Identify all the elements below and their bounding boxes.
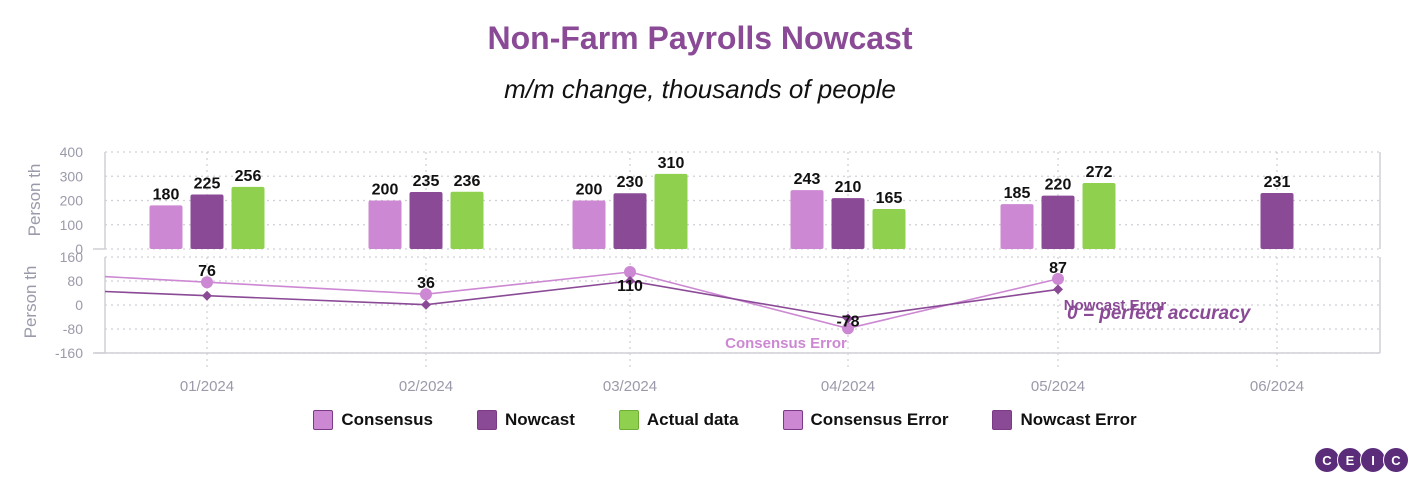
top-y-axis-title: Person th: [25, 164, 44, 237]
legend-label: Actual data: [646, 410, 739, 429]
nowcast-error-point: [1053, 284, 1063, 295]
x-tick-label: 02/2024: [399, 378, 453, 395]
legend-label: Nowcast Error: [1020, 410, 1137, 429]
bottom-y-tick-label: 80: [67, 273, 83, 289]
legend: Consensus Nowcast Actual data Consensus Err…: [0, 410, 1423, 430]
bottom-y-tick-label: 0: [75, 297, 83, 313]
bottom-y-tick-label: 160: [60, 249, 84, 265]
nowcast-error-point: [843, 313, 853, 324]
zero-accuracy-note: 0 = perfect accuracy: [1067, 303, 1252, 324]
bar-actual-data: [231, 186, 265, 249]
legend-swatch: [782, 410, 803, 430]
bar-value-label: 231: [1264, 174, 1291, 191]
legend-label: Consensus Error: [810, 410, 949, 429]
legend-label: Consensus: [341, 410, 433, 429]
consensus-error-point: [420, 288, 432, 301]
top-y-tick-label: 0: [75, 241, 83, 257]
line-consensus-error: [104, 271, 1059, 330]
logo-letter: I: [1360, 447, 1386, 473]
x-tick-label: 05/2024: [1031, 378, 1085, 395]
bar-value-label: 225: [194, 175, 221, 192]
bar-value-label: 220: [1045, 177, 1072, 194]
logo-letter: C: [1383, 447, 1409, 473]
bar-nowcast: [1041, 195, 1075, 249]
error-value-label: 36: [417, 275, 435, 292]
bottom-y-axis-title: Person th: [21, 266, 40, 339]
consensus-error-point: [842, 322, 854, 335]
bar-nowcast: [1260, 192, 1294, 249]
legend-item[interactable]: Nowcast Error: [992, 410, 1137, 430]
top-y-tick-label: 200: [60, 193, 84, 209]
top-y-tick-label: 300: [60, 168, 84, 184]
bar-nowcast: [190, 194, 224, 249]
bar-consensus: [1000, 204, 1034, 249]
chart-subtitle: m/m change, thousands of people: [504, 74, 896, 104]
bar-value-label: 180: [153, 186, 180, 203]
bar-consensus: [368, 200, 402, 249]
bar-value-label: 310: [658, 155, 685, 172]
legend-item[interactable]: Consensus: [313, 410, 433, 430]
legend-swatch: [618, 410, 639, 430]
x-tick-label: 04/2024: [821, 378, 875, 395]
bar-value-label: 235: [413, 173, 440, 190]
chart-area: 0 100 200 300 400 -160 -80 0 80 160 Person th Perso…: [21, 144, 1381, 395]
bar-nowcast: [409, 192, 443, 249]
bar-nowcast: [613, 193, 647, 249]
bar-value-label: 200: [576, 182, 603, 199]
bar-value-label: 165: [876, 190, 903, 207]
bar-value-label: 210: [835, 179, 862, 196]
legend-item[interactable]: Nowcast: [476, 410, 575, 430]
legend-item[interactable]: Consensus Error: [782, 410, 949, 430]
consensus-error-point: [201, 276, 213, 289]
top-y-tick-label: 100: [60, 217, 84, 233]
consensus-error-point: [624, 266, 636, 278]
bar-value-label: 236: [454, 173, 481, 190]
top-y-tick-label: 400: [60, 144, 84, 160]
legend-label: Nowcast: [504, 410, 575, 429]
bar-consensus: [790, 190, 824, 249]
bar-consensus: [149, 205, 183, 249]
bar-consensus: [572, 200, 606, 249]
bar-value-label: 243: [794, 171, 821, 188]
chart-title: Non-Farm Payrolls Nowcast: [487, 20, 913, 56]
bar-actual-data: [450, 191, 484, 249]
bar-value-label: 272: [1086, 164, 1113, 181]
consensus-error-point: [1052, 272, 1064, 285]
bar-nowcast: [831, 198, 865, 249]
error-value-label: 76: [198, 263, 216, 280]
nowcast-error-annotation: Nowcast Error: [1064, 297, 1167, 314]
bar-actual-data: [872, 208, 906, 249]
bottom-y-tick-label: -80: [63, 321, 83, 337]
nowcast-error-point: [421, 299, 431, 310]
bottom-y-tick-label: -160: [55, 345, 83, 361]
legend-swatch: [313, 410, 334, 430]
consensus-error-annotation: Consensus Error: [725, 335, 847, 352]
bar-value-label: 230: [617, 174, 644, 191]
x-tick-label: 03/2024: [603, 378, 657, 395]
bar-value-label: 185: [1004, 185, 1031, 202]
error-value-label: 87: [1049, 260, 1067, 277]
nowcast-error-point: [625, 276, 635, 286]
legend-item[interactable]: Actual data: [618, 410, 739, 430]
error-value-label: 110: [617, 278, 643, 295]
legend-swatch: [992, 410, 1013, 430]
bar-actual-data: [654, 173, 688, 249]
error-value-label: -78: [836, 313, 859, 330]
legend-swatch: [476, 410, 497, 430]
bar-actual-data: [1082, 183, 1116, 249]
x-tick-label: 06/2024: [1250, 378, 1304, 395]
nowcast-error-point: [202, 290, 212, 301]
bar-value-label: 256: [235, 168, 262, 185]
line-nowcast-error: [104, 280, 1059, 320]
x-tick-label: 01/2024: [180, 378, 234, 395]
bar-value-label: 200: [372, 182, 399, 199]
